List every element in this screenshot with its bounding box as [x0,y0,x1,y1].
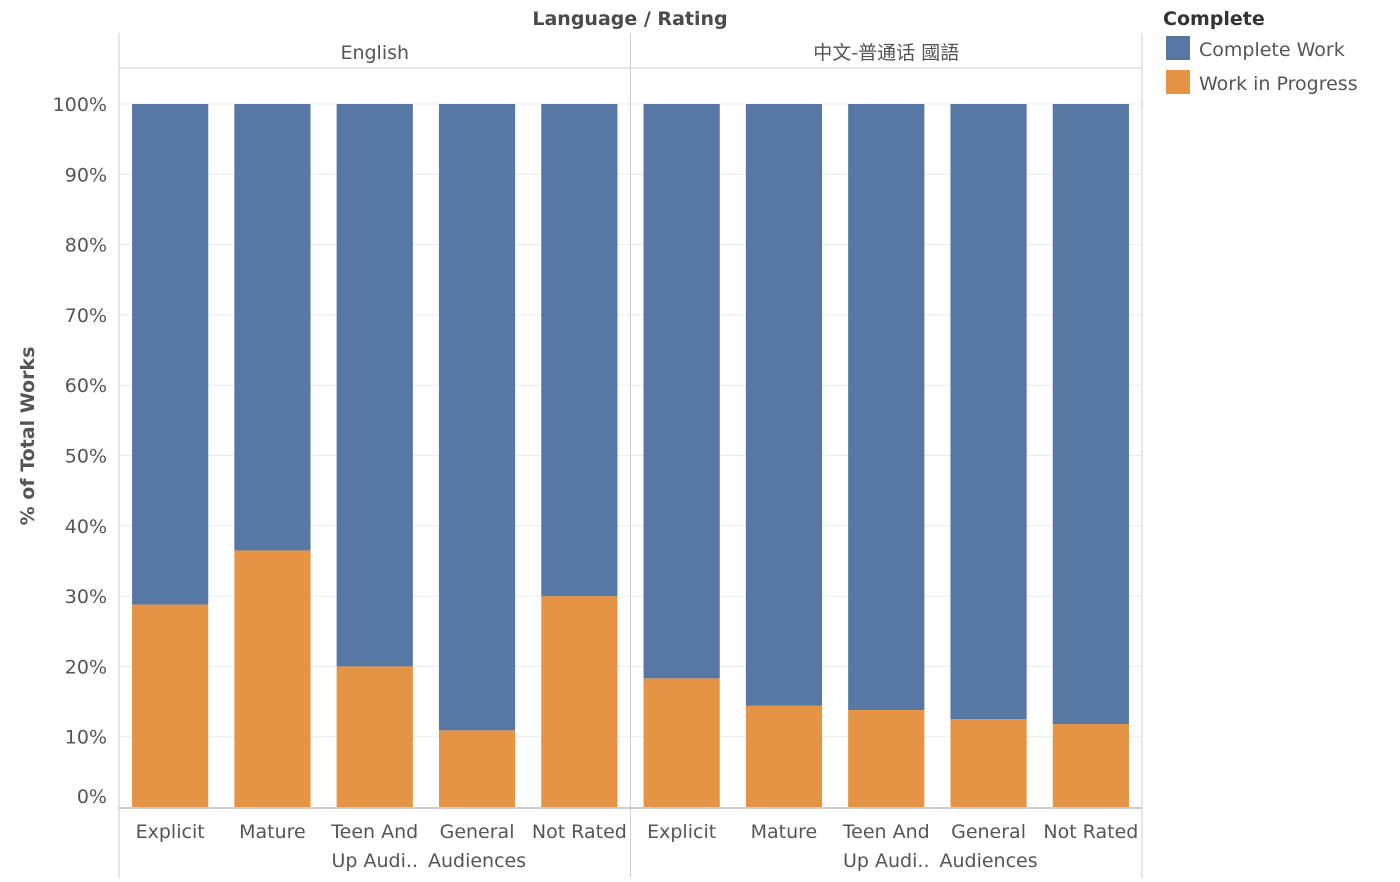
x-tick-label: Explicit [647,821,716,843]
legend-title: Complete [1163,8,1265,30]
bar-segment [950,104,1027,720]
legend-label: Work in Progress [1199,73,1358,95]
bar-segment [541,104,618,597]
y-axis-label: % of Total Works [17,347,39,526]
bar-segment [950,719,1027,807]
bars [132,104,1129,807]
x-tick-label: Explicit [136,821,205,843]
panel-frames [118,33,1143,878]
bar-segment [234,104,311,551]
bar-segment [336,666,413,807]
x-tick-label: Up Audi.. [843,850,929,872]
legend-label: Complete Work [1199,39,1345,61]
x-tick-label: Audiences [939,850,1037,872]
bar-segment [643,678,720,807]
y-tick-label: 60% [65,375,107,397]
x-tick-label: Teen And [330,821,418,843]
bar-segment [132,604,209,807]
x-tick-label: Not Rated [532,821,627,843]
x-tick-label: Up Audi.. [332,850,418,872]
y-tick-label: 50% [65,446,107,468]
y-tick-label: 0% [77,786,107,808]
x-tick-label: Mature [751,821,818,843]
x-tick-label: Mature [239,821,306,843]
labels: Language / Rating % of Total Works Compl… [17,8,1265,872]
y-tick-label: 20% [65,656,107,678]
bar-segment [848,709,925,807]
y-tick-label: 100% [53,94,107,116]
legend: Complete Work Work in Progress [1166,36,1358,95]
y-tick-label: 80% [65,235,107,257]
panel-title: English [340,42,409,64]
bar-segment [234,550,311,807]
bar-segment [541,596,618,807]
y-tick-label: 30% [65,586,107,608]
y-tick-label: 10% [65,727,107,749]
bar-segment [745,705,823,807]
legend-swatch [1166,36,1190,60]
x-tick-label: General [440,821,515,843]
bar-segment [848,104,925,710]
y-tick-label: 40% [65,516,107,538]
bar-segment [438,104,516,731]
bar-segment [1052,104,1129,725]
bar-segment [1052,724,1129,807]
bar-segment [438,730,516,807]
y-tick-label: 70% [65,305,107,327]
column-header: Language / Rating [532,8,727,30]
x-tick-label: Teen And [842,821,930,843]
x-tick-label: General [951,821,1026,843]
legend-swatch [1166,70,1190,94]
x-tick-label: Audiences [428,850,526,872]
bar-segment [643,104,720,679]
panel-title: 中文-普通话 國語 [813,42,959,64]
bar-segment [745,104,823,706]
x-tick-label: Not Rated [1043,821,1138,843]
bar-segment [132,104,209,605]
y-tick-label: 90% [65,164,107,186]
bar-segment [336,104,413,667]
